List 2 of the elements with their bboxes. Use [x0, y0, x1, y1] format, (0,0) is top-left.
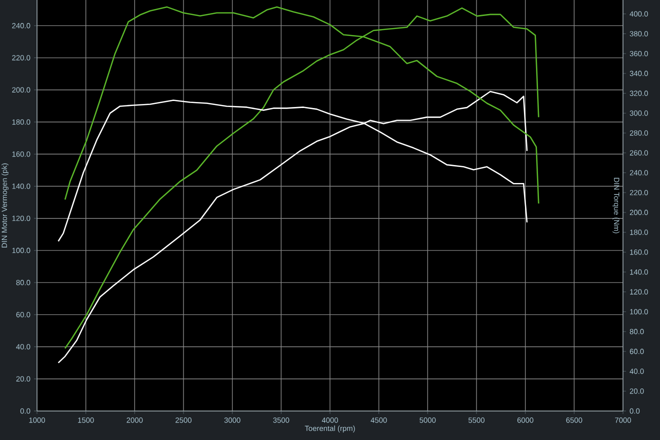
line-series — [64, 7, 540, 350]
line-series — [58, 90, 528, 364]
